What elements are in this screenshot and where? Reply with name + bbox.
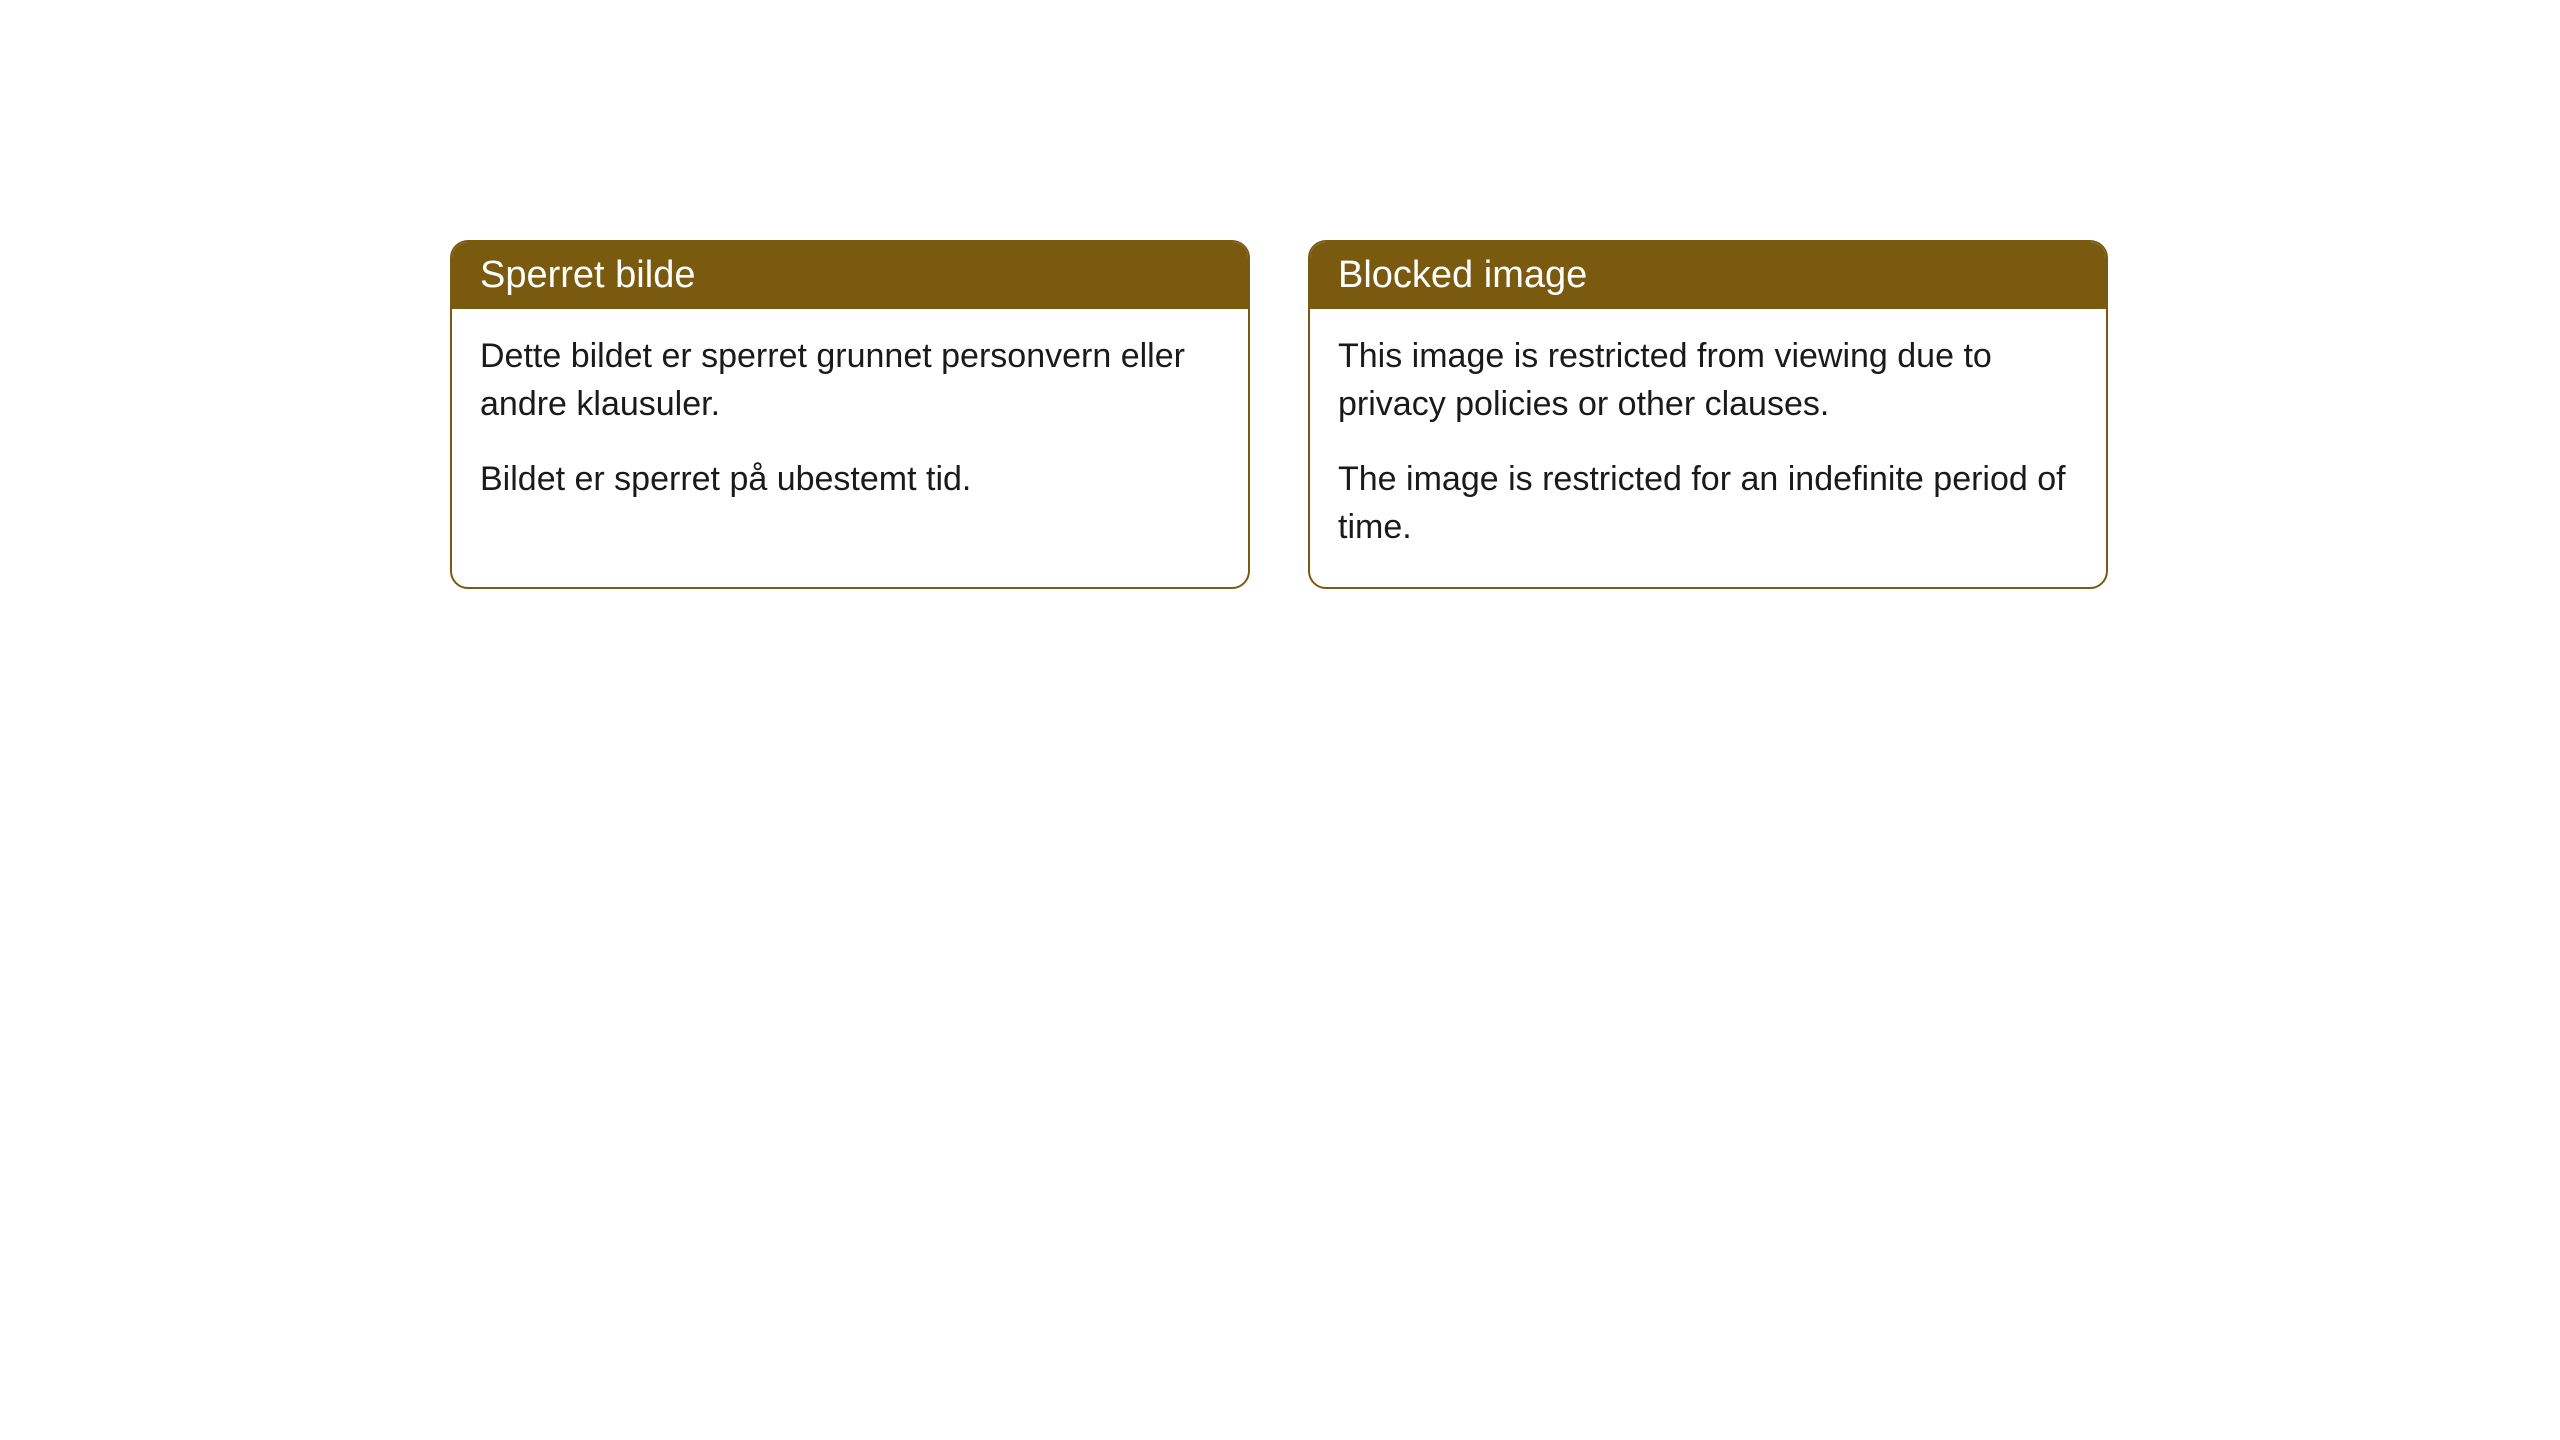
card-paragraph: The image is restricted for an indefinit…	[1338, 456, 2078, 551]
card-body: This image is restricted from viewing du…	[1310, 309, 2106, 587]
card-title: Sperret bilde	[480, 254, 695, 296]
card-title: Blocked image	[1338, 254, 1587, 296]
notice-card-english: Blocked image This image is restricted f…	[1308, 240, 2108, 589]
notice-cards-container: Sperret bilde Dette bildet er sperret gr…	[450, 240, 2108, 589]
card-paragraph: Bildet er sperret på ubestemt tid.	[480, 456, 1220, 504]
card-paragraph: Dette bildet er sperret grunnet personve…	[480, 333, 1220, 428]
card-header: Sperret bilde	[452, 242, 1248, 309]
notice-card-norwegian: Sperret bilde Dette bildet er sperret gr…	[450, 240, 1250, 589]
card-paragraph: This image is restricted from viewing du…	[1338, 333, 2078, 428]
card-body: Dette bildet er sperret grunnet personve…	[452, 309, 1248, 540]
card-header: Blocked image	[1310, 242, 2106, 309]
